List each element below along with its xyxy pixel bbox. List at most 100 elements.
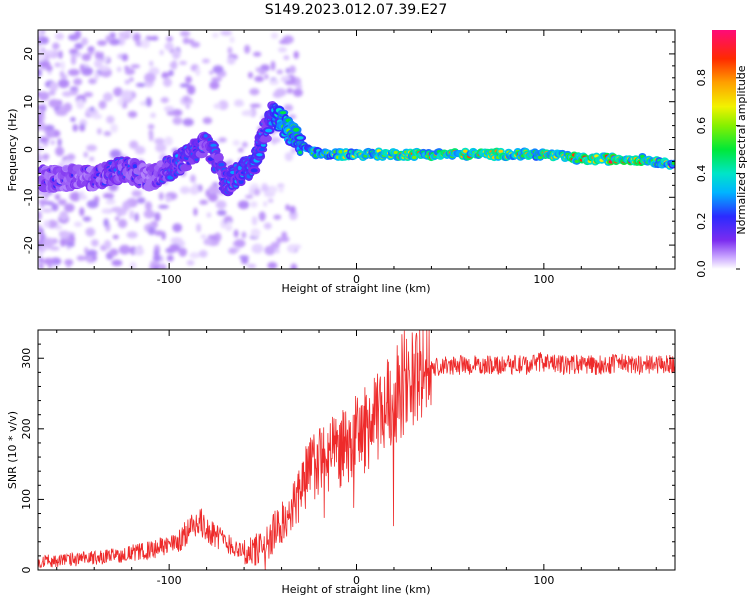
noise-blob	[38, 263, 44, 269]
noise-blob	[103, 239, 112, 250]
y-tick-label: 0	[22, 146, 35, 153]
y-tick-label: 10	[22, 95, 35, 109]
noise-blob	[55, 109, 68, 116]
noise-blob	[96, 128, 102, 135]
noise-blob	[95, 51, 101, 60]
noise-blob	[150, 35, 159, 41]
noise-blob	[38, 47, 43, 53]
noise-blob	[89, 156, 95, 162]
noise-blob	[286, 87, 294, 94]
noise-blob	[242, 109, 253, 117]
noise-blob	[112, 234, 119, 240]
noise-blob	[168, 69, 174, 77]
noise-blob	[42, 49, 55, 55]
noise-blob	[54, 62, 61, 68]
noise-blob	[79, 191, 85, 199]
noise-blob	[155, 143, 167, 153]
snr-frame	[37, 329, 676, 571]
noise-blob	[70, 55, 77, 66]
noise-blob	[287, 244, 296, 253]
ridge-core	[498, 149, 504, 154]
noise-blob	[289, 205, 296, 215]
noise-blob	[73, 78, 83, 86]
noise-blob	[244, 44, 251, 54]
ridge-core	[207, 137, 212, 142]
noise-blob	[260, 64, 270, 72]
noise-blob	[121, 53, 129, 62]
y-tick-label: -10	[22, 188, 35, 206]
noise-blob	[179, 30, 191, 37]
noise-blob	[249, 103, 262, 108]
spectrogram-marks	[38, 30, 675, 269]
noise-blob	[249, 88, 260, 96]
y-tick-label: 200	[20, 418, 33, 439]
noise-blob	[129, 77, 134, 82]
noise-blob	[38, 199, 49, 204]
noise-blob	[267, 261, 278, 269]
noise-blob	[63, 102, 72, 112]
x-tick-label: -100	[157, 273, 182, 286]
noise-blob	[68, 48, 79, 55]
noise-blob	[193, 182, 198, 192]
noise-blob	[199, 199, 209, 205]
noise-blob	[41, 208, 53, 213]
noise-blob	[94, 59, 103, 68]
noise-blob	[149, 60, 154, 67]
noise-blob	[273, 214, 282, 220]
noise-blob	[40, 104, 47, 112]
noise-blob	[88, 78, 97, 85]
noise-blob	[195, 67, 201, 76]
noise-blob	[117, 97, 123, 106]
noise-blob	[43, 220, 50, 228]
noise-blob	[86, 144, 97, 152]
noise-blob	[147, 123, 155, 130]
ridge-core	[279, 111, 287, 115]
colorbar-axis: 0.0 0.2 0.4 0.6 0.8	[695, 69, 740, 278]
noise-blob	[43, 257, 55, 266]
noise-blob	[49, 81, 59, 92]
noise-blob	[38, 142, 42, 147]
colorbar-tick-label: 0.2	[695, 212, 708, 230]
noise-blob	[106, 115, 115, 124]
noise-blob	[59, 230, 70, 239]
ridge-core	[393, 150, 399, 155]
x-tick-label: 0	[353, 574, 360, 587]
ridge-core	[411, 155, 417, 160]
x-tick-label: 100	[533, 273, 554, 286]
noise-blob	[237, 147, 244, 153]
noise-blob	[244, 194, 254, 199]
ridge-core	[203, 134, 208, 138]
noise-blob	[233, 100, 245, 107]
ridge-core	[132, 164, 137, 169]
colorbar-tick-label: 0.8	[695, 69, 708, 87]
x-tick-label: 100	[533, 574, 554, 587]
noise-blob	[264, 73, 269, 80]
noise-blob	[209, 70, 214, 75]
noise-blob	[246, 263, 257, 269]
noise-blob	[166, 110, 176, 116]
noise-blob	[66, 241, 75, 248]
noise-blob	[250, 201, 258, 208]
noise-blob	[196, 223, 202, 233]
snr-series-line	[38, 330, 675, 570]
noise-blob	[190, 41, 201, 48]
noise-blob	[284, 80, 296, 86]
noise-blob	[111, 259, 123, 267]
noise-blob	[103, 218, 109, 228]
ridge-core	[256, 153, 263, 157]
noise-blob	[45, 128, 55, 139]
noise-blob	[269, 136, 281, 144]
noise-blob	[144, 72, 156, 83]
noise-blob	[79, 207, 85, 217]
noise-blob	[212, 32, 219, 39]
noise-blob	[241, 141, 248, 148]
spectrogram-ridge	[38, 101, 675, 197]
noise-blob	[41, 137, 50, 143]
noise-blob	[85, 227, 96, 237]
x-tick-label: 0	[353, 273, 360, 286]
noise-blob	[55, 146, 65, 157]
noise-blob	[182, 37, 190, 45]
noise-blob	[48, 89, 56, 96]
noise-blob	[81, 53, 92, 62]
noise-blob	[179, 60, 187, 65]
